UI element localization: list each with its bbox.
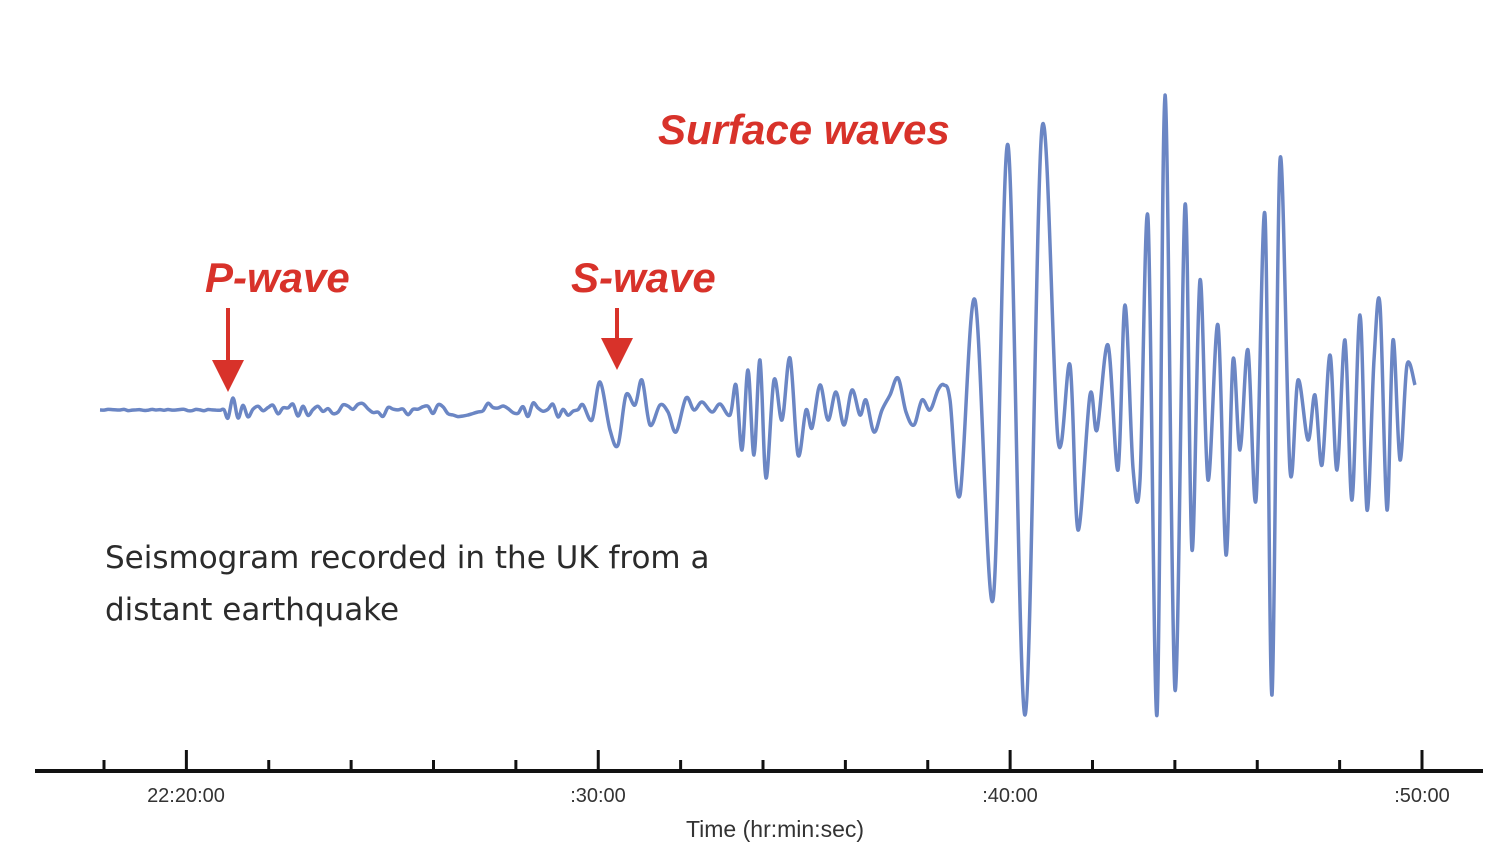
caption-line: Seismogram recorded in the UK from a [105,540,710,576]
x-axis-title: Time (hr:min:sec) [686,816,864,842]
axis-ticks [102,750,1424,771]
waveform [99,93,1417,717]
x-tick-label: :30:00 [570,785,626,807]
surface-waves-label: Surface waves [658,106,950,153]
s-arrow [601,308,633,370]
caption-line: distant earthquake [105,592,399,628]
x-tick-label: :40:00 [982,785,1038,807]
s-wave-label: S-wave [571,254,716,301]
x-tick-label: 22:20:00 [147,785,225,807]
p-arrow [212,308,244,392]
x-tick-label: :50:00 [1394,785,1450,807]
p-wave-label: P-wave [205,254,350,301]
